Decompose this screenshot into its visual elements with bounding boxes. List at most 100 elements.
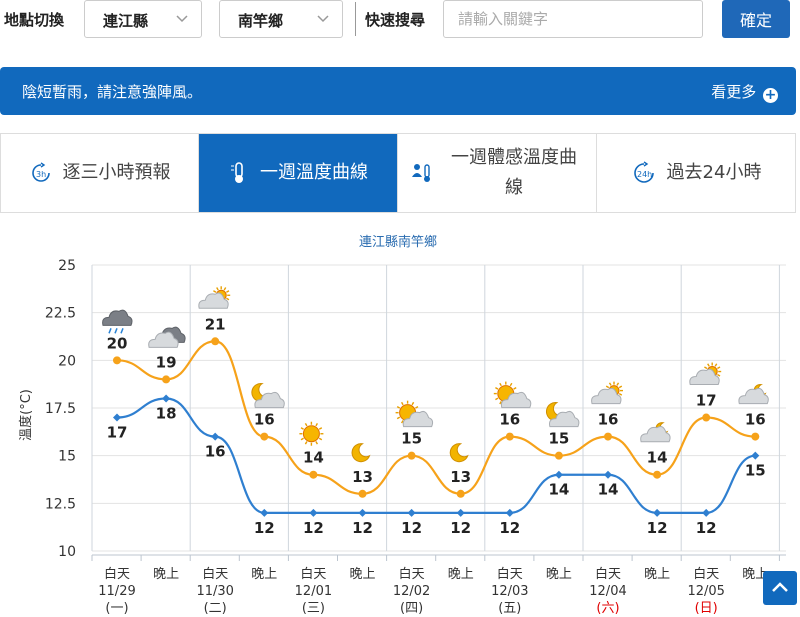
moon-cloud-icon (251, 383, 285, 409)
rain-drop (108, 328, 112, 334)
location-label: 地點切換 (4, 11, 65, 29)
sun-ray (315, 441, 319, 445)
x-tick-label: 白天 (399, 566, 425, 582)
data-point (162, 375, 171, 384)
x-date-label: 12/05 (687, 584, 724, 599)
see-more-link[interactable]: 看更多 + (711, 81, 778, 103)
sun-ray (300, 427, 304, 430)
county-select[interactable]: 連江縣 (84, 0, 202, 38)
data-label: 12 (303, 519, 324, 537)
chevron-down-icon (176, 15, 188, 23)
3h-clock-icon: 3h (31, 162, 50, 182)
tab-weekly-apparent-temperature[interactable]: 一週體感溫度曲線 (398, 134, 597, 212)
sun-ray (304, 422, 308, 427)
y-tick-label: 10 (58, 544, 76, 560)
cloudy-sun-icon (591, 381, 623, 405)
data-label: 12 (254, 519, 275, 537)
x-tick-label: 晚上 (546, 567, 572, 582)
data-point (358, 508, 367, 517)
data-point (309, 508, 318, 517)
person-thermometer-icon (412, 164, 430, 182)
sun-ray (616, 382, 620, 386)
sun-ray (411, 401, 415, 406)
data-point (309, 470, 318, 479)
data-point (554, 470, 563, 479)
tab-3hour[interactable]: 3h 逐三小時預報 (1, 134, 199, 212)
tab-weekly-temperature[interactable]: 一週溫度曲線 (199, 134, 398, 212)
data-label: 13 (352, 468, 373, 486)
chevron-down-icon (317, 15, 329, 23)
town-select[interactable]: 南竿鄉 (219, 0, 343, 38)
scroll-to-top-button[interactable] (763, 571, 797, 605)
sun-ray (608, 382, 612, 386)
y-tick-label: 25 (58, 258, 76, 274)
x-tick-label: 晚上 (251, 567, 277, 582)
sun-ray (318, 437, 323, 441)
chart-title: 連江縣南竿鄉 (359, 234, 437, 250)
data-label: 14 (303, 449, 324, 467)
cloudy-icon (148, 326, 186, 348)
data-point (211, 432, 220, 441)
x-weekday-label: (日) (695, 601, 718, 616)
weather-alert-banner: 陰短暫雨，請注意強陣風。 看更多 + (0, 67, 796, 115)
tab-3hour-label: 逐三小時預報 (62, 162, 171, 183)
sun-ray (509, 382, 513, 387)
x-date-label: 11/29 (98, 584, 135, 599)
plus-circle-icon: + (763, 87, 778, 103)
thermometer-icon (231, 162, 243, 183)
data-label: 17 (107, 424, 128, 442)
x-tick-label: 白天 (300, 566, 326, 582)
cloudy-moon-icon (738, 384, 769, 405)
data-label: 12 (352, 519, 373, 537)
series-line-0 (116, 340, 756, 495)
data-label: 14 (548, 481, 569, 499)
confirm-button[interactable]: 確定 (722, 0, 790, 38)
x-tick-label: 白天 (104, 566, 130, 582)
sun-ray (707, 363, 710, 367)
data-point (211, 337, 220, 346)
town-value: 南竿鄉 (238, 12, 284, 30)
sun-ray (714, 363, 718, 367)
moon-shape (351, 443, 371, 463)
sun-ray (605, 385, 610, 389)
x-tick-label: 晚上 (448, 567, 474, 582)
x-weekday-label: (四) (400, 601, 423, 616)
sun-ray (396, 416, 401, 420)
data-point (554, 451, 563, 460)
data-label: 12 (647, 519, 668, 537)
data-point (113, 413, 121, 422)
data-point (505, 508, 514, 517)
cloudy-moon-icon (640, 422, 671, 443)
sun-disc (302, 425, 320, 443)
divider (355, 2, 356, 36)
x-tick-label: 白天 (693, 566, 719, 582)
sun-ray (396, 406, 401, 409)
data-point (456, 489, 465, 498)
y-tick-label: 22.5 (45, 306, 76, 322)
cloud-shape (640, 426, 671, 443)
x-weekday-label: (三) (302, 601, 325, 616)
moon-shape (449, 443, 469, 463)
data-label: 14 (647, 449, 668, 467)
cloud-shape (591, 387, 622, 405)
x-tick-label: 晚上 (349, 567, 375, 582)
sun-ray (499, 401, 502, 405)
sun-ray (304, 441, 308, 445)
data-point (653, 470, 662, 479)
rain-drop (120, 328, 124, 334)
sun-ray (618, 385, 623, 389)
sun-ray (704, 366, 708, 370)
data-label: 18 (156, 404, 177, 422)
x-date-label: 12/02 (393, 584, 430, 599)
x-date-label: 12/04 (589, 584, 626, 599)
search-input[interactable] (443, 0, 703, 38)
data-point (358, 489, 367, 498)
data-point (407, 508, 416, 517)
cloud-shape (198, 292, 229, 309)
cloud-rain-icon (102, 309, 133, 334)
data-label: 16 (745, 411, 766, 429)
x-weekday-label: (二) (204, 601, 227, 616)
cloud-shape (689, 368, 720, 386)
tab-past-24h[interactable]: 24h 過去24小時 (597, 134, 795, 212)
cloud-shape (254, 391, 285, 409)
